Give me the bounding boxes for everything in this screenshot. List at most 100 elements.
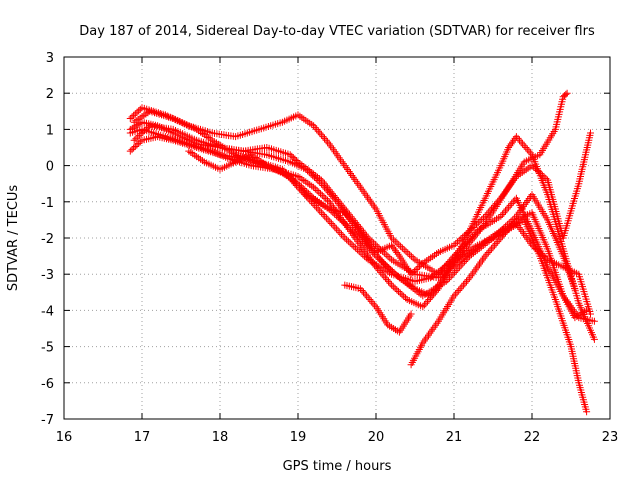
x-tick-label: 19 [290,430,307,445]
plus-marker [587,129,594,137]
plus-marker [338,230,345,238]
y-tick-label: -6 [41,377,54,392]
plus-marker [456,285,464,293]
plus-marker [357,249,365,257]
plus-marker [359,251,367,259]
plus-marker [324,196,331,204]
plus-marker [356,285,364,293]
plus-marker [328,192,336,200]
plus-marker [400,292,408,300]
plus-marker [481,252,489,260]
plus-marker [590,317,598,325]
plus-marker [523,145,531,153]
plus-marker [491,201,499,209]
plus-marker [505,203,513,211]
plus-marker [339,232,347,240]
plus-marker [334,227,342,235]
plus-marker [407,252,415,260]
plus-marker [396,289,404,297]
plus-marker [397,242,405,250]
plus-marker [309,172,317,180]
plus-marker [322,214,330,222]
plus-marker [398,244,406,252]
plus-marker [425,296,433,303]
plus-marker [321,134,328,142]
plus-marker [364,294,372,302]
plus-marker [473,220,480,228]
plus-marker [305,168,313,176]
plus-marker [538,171,546,179]
plus-marker [296,181,304,189]
series-9 [407,209,591,369]
plus-marker [502,207,509,215]
plus-marker [384,252,392,260]
plus-marker [464,228,472,236]
plus-marker [389,243,397,251]
plus-marker [463,277,470,285]
plus-marker [452,290,460,298]
plus-marker [402,247,410,255]
plus-marker [407,310,415,318]
plus-marker [316,178,324,186]
plus-marker [454,238,461,246]
x-axis-label: GPS time / hours [283,459,392,474]
x-tick-label: 22 [524,430,541,445]
plus-marker [322,185,330,193]
y-tick-label: -2 [41,232,54,247]
plus-marker [480,214,487,222]
plus-marker [417,261,425,269]
plus-marker [519,140,527,148]
plus-marker [452,240,460,248]
y-tick-label: 2 [46,87,54,102]
plus-marker [455,236,463,244]
plus-marker [378,258,386,265]
plus-marker [457,261,465,269]
plus-marker [461,279,469,287]
plus-marker [304,167,311,175]
plus-marker [313,187,321,194]
plus-marker [474,219,482,227]
plus-marker [344,237,352,245]
plus-marker [385,277,392,285]
plus-marker [321,212,329,220]
plus-marker [314,127,322,135]
y-tick-label: -5 [41,341,54,356]
plus-marker [393,249,401,256]
plus-marker [327,191,335,199]
plus-marker [135,131,143,139]
y-tick-label: 1 [46,123,54,138]
plus-marker [483,211,491,218]
plus-marker [361,252,369,260]
plus-marker [388,281,396,289]
plus-marker [457,235,465,243]
plus-marker [489,203,497,211]
plus-marker [315,188,323,196]
plus-marker [424,297,431,305]
plus-marker [563,89,571,97]
plus-marker [520,142,528,150]
plus-marker [136,138,144,146]
plus-marker [358,287,366,294]
plus-marker [587,310,594,318]
plus-marker [286,151,294,159]
plus-marker [459,233,467,241]
plus-marker [389,283,397,291]
plus-marker [350,220,358,227]
plus-marker [332,225,340,233]
plus-marker [469,224,477,231]
plus-marker [458,283,466,291]
plus-marker [311,185,319,193]
plus-marker [378,270,386,278]
plus-marker [383,276,391,284]
plus-marker [590,335,598,343]
plus-marker [466,227,474,235]
plus-marker [352,244,360,252]
plus-marker [131,110,139,118]
plus-marker [512,133,520,141]
plus-marker [542,175,550,182]
plus-marker [370,301,378,309]
plus-marker [355,247,363,255]
plus-marker [522,144,530,151]
plus-marker [391,237,399,245]
plus-marker [409,254,417,262]
